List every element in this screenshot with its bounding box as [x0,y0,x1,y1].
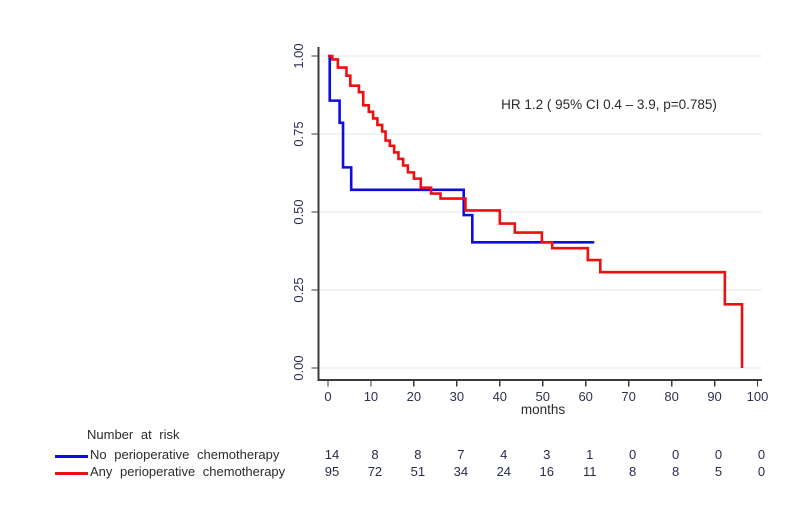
risk-count: 8 [371,447,379,462]
x-tick-label: 60 [578,389,593,404]
risk-count: 95 [324,464,340,479]
risk-count: 0 [629,447,637,462]
x-tick-label: 20 [406,389,422,404]
legend-line-any-chemo [55,472,88,475]
x-tick-label: 0 [324,389,332,404]
x-axis-title: months [520,402,566,417]
risk-table-header: Number at risk [87,427,180,442]
y-tick-label: 1.00 [291,43,306,69]
risk-count: 4 [500,447,508,462]
risk-count: 0 [714,447,723,462]
risk-count: 8 [629,464,637,479]
risk-count: 34 [453,464,469,479]
hr-annotation: HR 1.2 ( 95% CI 0.4 – 3.9, p=0.785) [501,97,717,112]
risk-count: 16 [539,464,554,479]
legend-line-no-chemo [55,455,88,458]
risk-count: 1 [586,447,594,462]
risk-count: 24 [496,464,512,479]
risk-count: 8 [414,447,422,462]
risk-count: 0 [757,447,766,462]
risk-count: 7 [457,447,465,462]
risk-count: 5 [714,464,723,479]
km-curve-any-chemo [328,54,744,368]
y-tick-label: 0.25 [291,277,306,303]
x-tick-label: 70 [621,389,636,404]
survival-curves [328,54,744,368]
risk-count: 11 [582,464,597,479]
y-tick-label: 0.50 [291,199,306,225]
risk-row-label-no-chemo: No perioperative chemotherapy [90,447,280,462]
x-tick-label: 90 [707,389,722,404]
risk-count: 72 [367,464,383,479]
x-tick-label: 100 [746,389,769,404]
x-tick-label: 30 [449,389,465,404]
y-tick-label: 0.75 [291,121,306,147]
km-curve-no-chemo [328,54,595,244]
risk-count: 14 [324,447,340,462]
risk-count: 8 [671,464,680,479]
x-tick-label: 50 [535,389,550,404]
x-tick-label: 10 [363,389,379,404]
x-tick-label: 80 [664,389,679,404]
axes [317,47,762,381]
x-tick-label: 40 [492,389,508,404]
risk-count: 51 [410,464,426,479]
y-tick-label: 0.00 [291,355,306,381]
axis-ticks [311,55,759,387]
risk-count: 0 [671,447,680,462]
risk-row-label-any-chemo: Any perioperative chemotherapy [90,464,286,479]
gridlines [320,55,762,369]
risk-count: 0 [757,464,766,479]
risk-count: 3 [543,447,551,462]
